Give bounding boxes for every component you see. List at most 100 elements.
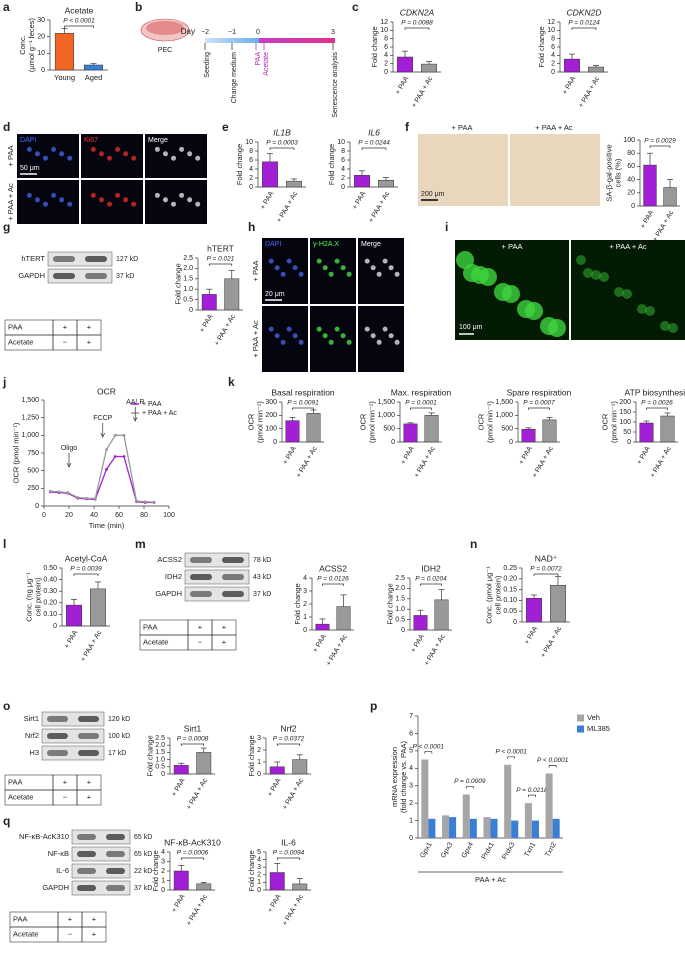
y-tick-label: 1.0	[155, 756, 165, 763]
series-point	[122, 433, 126, 437]
bar	[421, 759, 429, 838]
p-value: P = 0.0091	[287, 400, 319, 407]
x-tick-label: + PAA	[518, 445, 534, 466]
x-tick-label: + PAA	[199, 313, 215, 334]
y-tick-label: 0	[249, 184, 253, 191]
cell-signal	[316, 326, 322, 332]
y-tick-label: 500	[383, 426, 395, 433]
y-tick-label: 1.5	[395, 596, 405, 603]
panel-letter: h	[248, 220, 255, 234]
band-name: hTERT	[21, 254, 45, 263]
y-axis-label: (pmol min⁻¹)	[485, 401, 494, 443]
table-text: Acetate	[13, 929, 38, 938]
y-tick-label: 3	[161, 858, 165, 865]
y-tick-label: 50	[623, 429, 631, 436]
arrow-head	[132, 416, 138, 422]
y-tick-label: 1,000	[495, 412, 513, 419]
cell-signal	[286, 326, 292, 332]
y-tick-label: 3	[257, 864, 261, 871]
y-axis-label: Fold change	[370, 26, 379, 67]
y-tick-label: 0.5	[395, 616, 405, 623]
x-tick-label: Prdx1	[481, 841, 496, 860]
y-tick-label: 0.10	[503, 597, 517, 604]
cell-signal	[494, 283, 512, 301]
bar	[315, 623, 330, 631]
bar	[269, 766, 285, 775]
y-tick-label: 1,250	[21, 415, 39, 422]
x-tick-label: 80	[140, 512, 148, 519]
y-axis-label: Fold change	[173, 263, 182, 304]
p-value: P = 0.0218	[516, 787, 548, 794]
cell-signal	[107, 201, 113, 207]
x-tick-label: + PAA + Ac	[423, 633, 447, 667]
table-text: +	[63, 777, 68, 786]
injection-label: Oligo	[61, 445, 77, 452]
panel-letter: a	[3, 0, 10, 14]
bar	[521, 428, 536, 443]
blot-band	[190, 591, 212, 597]
row-label: + PAA	[251, 261, 260, 282]
cell-signal	[115, 146, 121, 152]
table-text: −	[198, 637, 203, 646]
row-label: + PAA	[6, 146, 15, 167]
channel-label: Merge	[148, 137, 168, 144]
x-tick-label: + PAA + Ac	[186, 893, 210, 927]
y-tick-label: 0.40	[43, 576, 57, 583]
table-text: −	[63, 792, 68, 801]
x-tick-label: Gpx1	[419, 841, 433, 859]
y-tick-label: 0	[409, 835, 413, 842]
cell-signal	[668, 323, 678, 333]
y-axis-label: (pmol min⁻¹)	[609, 401, 618, 443]
x-tick-label: + PAA + Ac	[368, 190, 392, 224]
cell-signal	[123, 151, 129, 157]
cell-signal	[274, 265, 280, 271]
p-value: P = 0.0372	[273, 736, 305, 743]
micrograph	[262, 238, 308, 304]
y-tick-label: 2	[341, 175, 345, 182]
cell-signal	[599, 272, 609, 282]
cell-signal	[280, 339, 286, 345]
bar	[462, 794, 470, 838]
blot-band	[106, 834, 125, 840]
cell-signal	[517, 300, 535, 318]
table-cell	[76, 334, 102, 351]
y-tick-label: 12	[547, 19, 555, 26]
y-tick-label: 1	[161, 877, 165, 884]
bar	[90, 588, 106, 627]
band-name: IL-6	[56, 866, 69, 875]
significance-bracket	[404, 27, 430, 30]
band-size: 43 kD	[253, 574, 271, 581]
table-text: +	[222, 637, 227, 646]
y-tick-label: 2.0	[183, 265, 193, 272]
bar	[490, 818, 498, 838]
chart-title: Spare respiration	[507, 387, 572, 397]
band-size: 37 kD	[116, 273, 134, 280]
y-tick-label: 3	[409, 783, 413, 790]
cell-signal	[388, 265, 394, 271]
chart-title: ATP biosynthesis	[625, 387, 685, 397]
micrograph	[571, 240, 685, 340]
micrograph	[262, 306, 308, 372]
micrograph	[310, 306, 356, 372]
y-tick-label: 10	[337, 139, 345, 146]
y-tick-label: 10	[380, 27, 388, 34]
bar	[428, 818, 436, 838]
x-tick-label: + PAA + Ac	[80, 629, 104, 663]
cell-signal	[394, 271, 400, 277]
blot-strip	[47, 268, 113, 284]
y-tick-label: 4	[384, 52, 388, 59]
cell-signal	[340, 333, 346, 339]
p-value: P = 0.0124	[568, 20, 600, 27]
significance-bracket	[322, 583, 344, 586]
y-tick-label: 0.30	[43, 588, 57, 595]
y-tick-label: 0	[161, 887, 165, 894]
significance-bracket	[269, 147, 295, 150]
chart-title: Max. respiration	[391, 387, 452, 397]
panel-letter: b	[135, 0, 142, 14]
blot-band	[77, 851, 96, 857]
y-axis-label: OCR	[476, 413, 485, 430]
series-point	[105, 448, 108, 451]
table-text: +	[92, 929, 97, 938]
series-point	[76, 496, 80, 499]
y-tick-label: 0	[341, 184, 345, 191]
